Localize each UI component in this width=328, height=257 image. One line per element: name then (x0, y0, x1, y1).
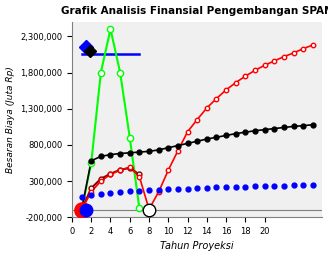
Y-axis label: Besaran Biaya (Juta Rp): Besaran Biaya (Juta Rp) (6, 66, 14, 173)
Title: Grafik Analisis Finansial Pengembangan SPAM: Grafik Analisis Finansial Pengembangan S… (60, 6, 328, 16)
X-axis label: Tahun Proyeksi: Tahun Proyeksi (160, 241, 234, 251)
